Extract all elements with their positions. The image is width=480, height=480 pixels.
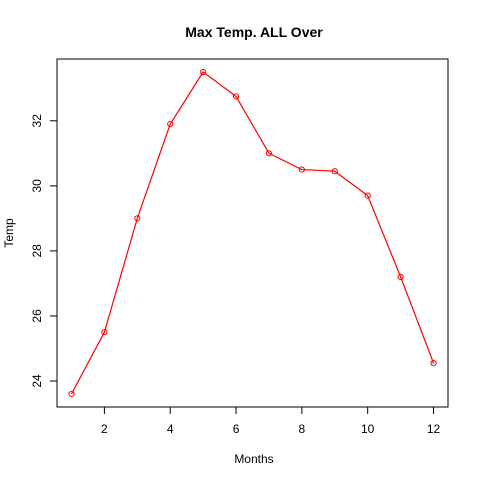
plot-frame (57, 59, 448, 407)
series-line-0 (71, 72, 433, 394)
x-tick-label-6: 6 (233, 422, 240, 436)
x-tick-label-10: 10 (361, 422, 375, 436)
y-axis-label: Temp (2, 218, 16, 248)
series-layer (69, 69, 436, 396)
x-tick-label-2: 2 (101, 422, 108, 436)
x-axis: 2 4 6 8 10 12 (101, 407, 440, 436)
x-axis-label: Months (234, 452, 273, 466)
y-tick-label-24: 24 (30, 374, 44, 388)
y-axis: 24 26 28 30 32 (30, 114, 57, 388)
y-tick-label-30: 30 (30, 179, 44, 193)
x-tick-label-12: 12 (427, 422, 441, 436)
x-tick-label-8: 8 (299, 422, 306, 436)
y-tick-label-32: 32 (30, 114, 44, 128)
y-tick-label-28: 28 (30, 244, 44, 258)
chart-title: Max Temp. ALL Over (185, 24, 323, 40)
x-tick-label-4: 4 (167, 422, 174, 436)
y-tick-label-26: 26 (30, 309, 44, 323)
